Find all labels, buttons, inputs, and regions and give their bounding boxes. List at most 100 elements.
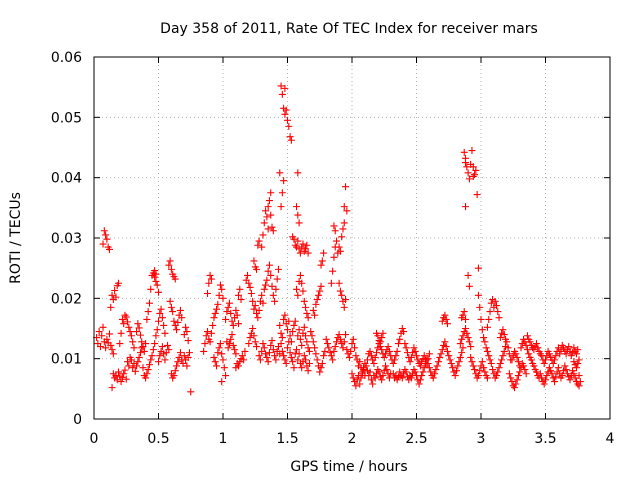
data-point xyxy=(536,370,544,378)
data-point xyxy=(370,359,378,367)
data-point xyxy=(385,347,393,355)
data-point xyxy=(525,350,533,358)
data-point xyxy=(413,352,420,360)
data-point xyxy=(468,147,476,155)
data-point xyxy=(108,384,116,392)
data-point xyxy=(366,347,374,355)
data-point xyxy=(259,231,267,239)
data-point xyxy=(216,340,224,348)
data-point xyxy=(333,338,341,346)
data-point xyxy=(462,203,470,211)
data-point xyxy=(164,341,172,349)
data-point xyxy=(256,356,264,364)
data-point xyxy=(244,271,252,279)
data-point xyxy=(434,358,442,366)
data-point xyxy=(575,372,583,380)
data-point xyxy=(284,344,291,352)
data-point xyxy=(330,253,338,261)
data-point xyxy=(454,362,462,370)
data-point xyxy=(407,374,415,382)
data-point xyxy=(382,350,390,358)
data-point xyxy=(100,227,108,235)
data-point xyxy=(382,362,390,370)
data-point xyxy=(513,376,521,384)
data-point xyxy=(118,373,126,381)
data-point xyxy=(330,347,338,355)
data-point xyxy=(95,328,103,336)
data-point xyxy=(145,299,153,307)
data-point xyxy=(335,243,343,251)
data-point xyxy=(499,352,507,360)
data-point xyxy=(184,353,192,361)
data-point xyxy=(308,332,316,340)
data-point xyxy=(379,372,387,380)
data-point xyxy=(424,355,432,363)
data-point xyxy=(298,364,306,372)
data-point xyxy=(345,353,353,361)
data-point xyxy=(489,366,497,374)
data-point xyxy=(213,305,221,313)
data-point xyxy=(294,291,302,299)
data-point xyxy=(174,358,182,366)
data-point xyxy=(156,309,164,317)
data-point xyxy=(425,350,433,358)
data-point xyxy=(534,344,542,352)
data-point xyxy=(170,372,178,380)
data-point xyxy=(296,335,304,343)
data-point xyxy=(291,317,299,325)
data-point xyxy=(134,358,142,366)
data-point xyxy=(474,291,482,299)
data-point xyxy=(246,283,254,291)
data-point xyxy=(505,350,513,358)
data-point xyxy=(290,321,298,329)
data-point xyxy=(254,314,262,322)
data-point xyxy=(456,340,464,348)
data-point xyxy=(472,166,480,174)
data-point xyxy=(249,325,257,332)
data-point xyxy=(575,356,583,364)
data-point xyxy=(511,384,519,392)
data-point xyxy=(338,291,346,299)
data-point xyxy=(481,368,489,376)
data-point xyxy=(336,287,344,295)
x-tick-label: 0 xyxy=(90,431,99,447)
data-point xyxy=(338,233,346,241)
data-point xyxy=(402,368,410,376)
data-point xyxy=(460,148,468,156)
data-point xyxy=(281,110,289,118)
data-point xyxy=(318,359,326,367)
data-point xyxy=(458,349,466,357)
data-point xyxy=(204,328,212,336)
data-point xyxy=(102,231,110,239)
data-point xyxy=(353,376,361,384)
data-point xyxy=(406,358,414,366)
data-point xyxy=(394,340,402,348)
data-point xyxy=(376,338,384,346)
data-point xyxy=(311,311,319,319)
data-point xyxy=(309,338,317,346)
data-point xyxy=(127,332,135,340)
data-point xyxy=(289,328,297,336)
data-point xyxy=(99,240,107,248)
data-point xyxy=(262,207,270,215)
data-point xyxy=(495,314,503,322)
data-point xyxy=(267,189,275,197)
data-point xyxy=(538,374,546,382)
data-point xyxy=(286,349,294,357)
data-point xyxy=(207,329,215,337)
y-tick-label: 0.05 xyxy=(51,110,82,126)
data-point xyxy=(227,309,235,317)
data-point xyxy=(236,358,244,366)
data-point xyxy=(451,372,459,380)
y-axis-label: ROTI / TECUs xyxy=(8,192,24,284)
data-point xyxy=(255,237,263,245)
data-point xyxy=(176,306,184,314)
data-point xyxy=(356,358,364,366)
data-point xyxy=(480,364,488,372)
data-point xyxy=(317,261,325,269)
data-point xyxy=(561,362,569,370)
data-point xyxy=(213,362,221,370)
data-point xyxy=(282,106,290,114)
data-point xyxy=(151,340,159,348)
data-point xyxy=(411,368,419,376)
